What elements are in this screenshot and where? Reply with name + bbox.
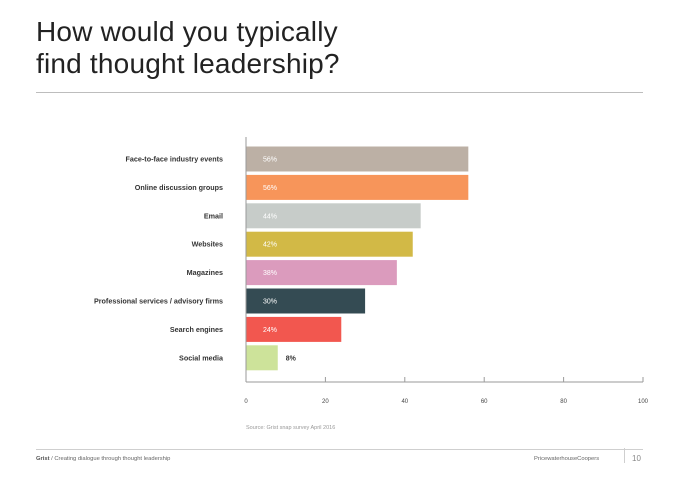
footer-tagline: / Creating dialogue through thought lead… <box>49 456 171 462</box>
bar <box>246 345 278 371</box>
page-title: How would you typically find thought lea… <box>36 16 340 80</box>
footer-brand: Grist <box>36 456 50 462</box>
bar <box>246 288 366 314</box>
bar <box>246 260 397 286</box>
category-label: Online discussion groups <box>135 183 223 192</box>
footer-left: Grist / Creating dialogue through though… <box>36 456 170 462</box>
value-label: 30% <box>263 299 277 306</box>
x-tick-label: 20 <box>322 399 329 405</box>
category-label: Social media <box>179 353 224 362</box>
x-tick-label: 100 <box>638 399 649 405</box>
x-tick-label: 0 <box>244 399 248 405</box>
footer-company: PricewaterhouseCoopers <box>534 456 600 462</box>
category-label: Websites <box>192 240 223 249</box>
category-label: Face-to-face industry events <box>126 155 223 164</box>
x-tick-label: 40 <box>401 399 408 405</box>
bar <box>246 146 469 172</box>
page-number: 10 <box>632 454 641 463</box>
page-title-line-2: find thought leadership? <box>36 48 340 79</box>
page-title-line-1: How would you typically <box>36 16 338 47</box>
category-label: Email <box>204 211 223 220</box>
category-label: Search engines <box>170 325 223 334</box>
bar <box>246 203 421 229</box>
value-label: 8% <box>286 355 297 362</box>
value-label: 42% <box>263 242 277 249</box>
x-tick-label: 80 <box>560 399 567 405</box>
category-label: Magazines <box>187 268 223 277</box>
value-label: 56% <box>263 185 277 192</box>
value-label: 44% <box>263 213 277 220</box>
bar <box>246 316 342 342</box>
footer-separator <box>624 448 625 463</box>
source-note: Source: Grist snap survey April 2016 <box>246 425 336 431</box>
category-label: Professional services / advisory firms <box>94 297 223 306</box>
title-divider <box>36 92 643 93</box>
bar <box>246 231 413 257</box>
value-label: 38% <box>263 270 277 277</box>
value-label: 24% <box>263 327 277 334</box>
bar <box>246 174 469 200</box>
value-label: 56% <box>263 157 277 164</box>
footer-divider <box>36 449 643 450</box>
x-tick-label: 60 <box>481 399 488 405</box>
